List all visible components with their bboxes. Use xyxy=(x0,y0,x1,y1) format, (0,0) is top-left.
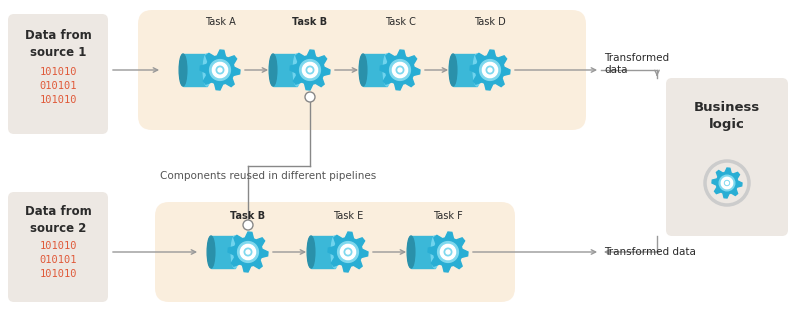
Ellipse shape xyxy=(207,236,215,268)
Text: Task F: Task F xyxy=(433,211,463,221)
Bar xyxy=(311,236,335,268)
FancyBboxPatch shape xyxy=(8,14,108,134)
Circle shape xyxy=(218,68,222,72)
Circle shape xyxy=(488,68,492,72)
Ellipse shape xyxy=(407,236,415,268)
Ellipse shape xyxy=(203,54,211,86)
Text: Data from
source 1: Data from source 1 xyxy=(24,29,92,59)
Bar xyxy=(183,54,207,86)
Bar xyxy=(363,54,387,86)
Polygon shape xyxy=(428,232,468,272)
Ellipse shape xyxy=(431,236,439,268)
Circle shape xyxy=(243,220,253,230)
Circle shape xyxy=(246,250,250,254)
Text: Task B: Task B xyxy=(292,17,327,27)
Ellipse shape xyxy=(269,54,277,86)
Circle shape xyxy=(480,60,501,80)
Circle shape xyxy=(308,68,312,72)
FancyBboxPatch shape xyxy=(8,192,108,302)
Ellipse shape xyxy=(307,236,315,268)
Text: Task E: Task E xyxy=(333,211,363,221)
Polygon shape xyxy=(328,232,368,272)
Text: Components reused in different pipelines: Components reused in different pipelines xyxy=(160,171,377,181)
Text: Task B: Task B xyxy=(230,211,266,221)
Bar xyxy=(211,236,235,268)
Text: 101010
010101
101010: 101010 010101 101010 xyxy=(39,241,77,279)
Polygon shape xyxy=(228,232,268,272)
Circle shape xyxy=(726,181,728,184)
Circle shape xyxy=(305,92,315,102)
Circle shape xyxy=(300,60,321,80)
FancyBboxPatch shape xyxy=(666,78,788,236)
Circle shape xyxy=(346,250,350,254)
Circle shape xyxy=(446,250,450,254)
Bar xyxy=(411,236,435,268)
Polygon shape xyxy=(290,50,330,90)
Polygon shape xyxy=(200,50,240,90)
Ellipse shape xyxy=(293,54,301,86)
Text: Business
logic: Business logic xyxy=(694,101,760,131)
Circle shape xyxy=(338,242,358,262)
Ellipse shape xyxy=(231,236,239,268)
Ellipse shape xyxy=(450,54,457,86)
FancyBboxPatch shape xyxy=(138,10,586,130)
Text: 101010
010101
101010: 101010 010101 101010 xyxy=(39,67,77,105)
Ellipse shape xyxy=(473,54,481,86)
Polygon shape xyxy=(712,168,742,198)
Bar xyxy=(453,54,477,86)
Ellipse shape xyxy=(383,54,391,86)
Text: Transformed data: Transformed data xyxy=(604,247,696,257)
Text: Task A: Task A xyxy=(205,17,236,27)
Circle shape xyxy=(719,175,735,191)
Ellipse shape xyxy=(359,54,367,86)
Circle shape xyxy=(398,68,402,72)
Polygon shape xyxy=(380,50,420,90)
Text: Data from
source 2: Data from source 2 xyxy=(24,205,92,235)
FancyBboxPatch shape xyxy=(155,202,515,302)
Text: Task C: Task C xyxy=(385,17,416,27)
Circle shape xyxy=(210,60,230,80)
Text: Transformed
data: Transformed data xyxy=(604,53,669,75)
Polygon shape xyxy=(470,50,510,90)
Circle shape xyxy=(390,60,411,80)
Text: Task D: Task D xyxy=(474,17,506,27)
Ellipse shape xyxy=(179,54,187,86)
Circle shape xyxy=(437,242,458,262)
Ellipse shape xyxy=(331,236,339,268)
Bar xyxy=(273,54,297,86)
Circle shape xyxy=(237,242,258,262)
